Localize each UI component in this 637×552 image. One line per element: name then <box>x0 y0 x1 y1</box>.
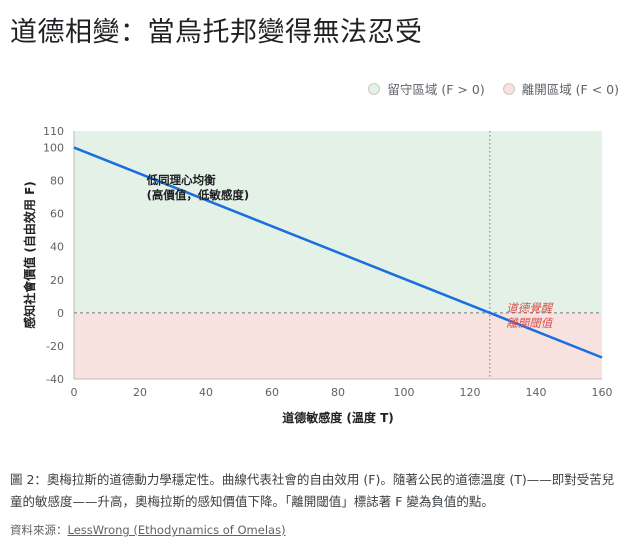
y-tick-label: 0 <box>57 307 64 320</box>
y-tick-label: 100 <box>43 142 64 155</box>
y-tick-label: 40 <box>50 241 64 254</box>
source-label: 資料來源： <box>10 523 68 537</box>
annotation-line: 低同理心均衡 <box>146 173 216 187</box>
legend-swatch-leave <box>502 82 515 95</box>
chart-legend: 留守區域 (F > 0) 離開區域 (F < 0) <box>368 79 619 98</box>
leave-region <box>74 312 602 379</box>
y-axis-title: 感知社會價值 (自由效用 F) <box>22 181 37 329</box>
y-tick-label: -40 <box>46 373 64 386</box>
y-tick-label: 110 <box>43 125 64 138</box>
legend-item-stay: 留守區域 (F > 0) <box>368 79 485 98</box>
x-tick-label: 0 <box>71 386 78 399</box>
x-tick-label: 40 <box>199 386 213 399</box>
source-link[interactable]: LessWrong (Ethodynamics of Omelas) <box>67 523 286 537</box>
x-tick-label: 140 <box>526 386 547 399</box>
legend-item-leave: 離開區域 (F < 0) <box>502 79 619 98</box>
annotation-line: 道德覺醒 <box>506 301 553 315</box>
figure-caption: 圖 2：奧梅拉斯的道德動力學穩定性。曲線代表社會的自由效用 (F)。隨著公民的道… <box>10 472 615 509</box>
x-tick-label: 120 <box>460 386 481 399</box>
line-chart: -40 -20 0 20 40 60 80 100 110 0 20 40 60 80 100 120 140 1… <box>22 125 613 425</box>
legend-label-stay: 留守區域 (F > 0) <box>387 82 485 97</box>
annotation-line: 離開閾值 <box>506 316 553 330</box>
x-tick-label: 80 <box>331 386 345 399</box>
y-tick-label: 20 <box>50 274 64 287</box>
annotation-line: (高價值，低敏感度) <box>147 188 250 202</box>
x-tick-label: 20 <box>133 386 147 399</box>
y-tick-label: 60 <box>50 208 64 221</box>
y-tick-label: -20 <box>46 340 64 353</box>
x-tick-label: 100 <box>394 386 415 399</box>
equilibrium-annotation: 低同理心均衡(高價值，低敏感度) <box>146 173 250 202</box>
y-tick-label: 80 <box>50 175 64 188</box>
source-line: 資料來源：LessWrong (Ethodynamics of Omelas) <box>10 522 286 538</box>
x-tick-label: 60 <box>265 386 279 399</box>
series-line <box>73 146 603 359</box>
stay-region <box>74 131 602 313</box>
x-tick-label: 160 <box>592 386 613 399</box>
page-title: 道德相變：當烏托邦變得無法忍受 <box>10 17 423 48</box>
legend-label-leave: 離開區域 (F < 0) <box>521 82 619 97</box>
x-axis-title: 道德敏感度 (溫度 T) <box>282 410 394 425</box>
legend-swatch-stay <box>368 82 381 95</box>
